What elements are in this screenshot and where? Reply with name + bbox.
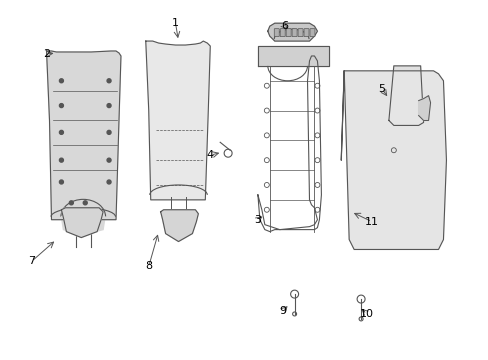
Circle shape (60, 158, 63, 162)
Polygon shape (341, 71, 446, 249)
FancyBboxPatch shape (291, 29, 297, 37)
Text: 7: 7 (28, 256, 35, 266)
Polygon shape (46, 51, 121, 220)
FancyBboxPatch shape (285, 29, 290, 37)
FancyBboxPatch shape (298, 29, 303, 37)
FancyBboxPatch shape (274, 29, 279, 37)
Circle shape (107, 180, 111, 184)
Polygon shape (388, 66, 423, 125)
Text: 6: 6 (281, 21, 287, 31)
Polygon shape (61, 208, 103, 238)
Text: 3: 3 (254, 215, 261, 225)
Text: 2: 2 (43, 49, 50, 59)
Text: 8: 8 (145, 261, 152, 271)
FancyBboxPatch shape (280, 29, 285, 37)
Circle shape (60, 104, 63, 108)
Text: 9: 9 (279, 306, 285, 316)
Circle shape (60, 180, 63, 184)
Circle shape (107, 79, 111, 83)
Circle shape (60, 130, 63, 134)
Circle shape (60, 79, 63, 83)
Text: 1: 1 (172, 18, 179, 28)
Circle shape (69, 201, 73, 205)
Polygon shape (145, 41, 210, 200)
Circle shape (107, 158, 111, 162)
Polygon shape (61, 217, 105, 235)
Text: 4: 4 (206, 150, 213, 160)
Polygon shape (257, 46, 328, 66)
FancyBboxPatch shape (309, 29, 314, 37)
Text: 10: 10 (359, 309, 373, 319)
Circle shape (83, 201, 87, 205)
Polygon shape (161, 210, 198, 242)
Text: 11: 11 (364, 217, 378, 227)
Polygon shape (267, 23, 317, 41)
Text: 5: 5 (378, 84, 385, 94)
Circle shape (107, 104, 111, 108)
FancyBboxPatch shape (304, 29, 308, 37)
Circle shape (107, 130, 111, 134)
Polygon shape (418, 96, 429, 121)
